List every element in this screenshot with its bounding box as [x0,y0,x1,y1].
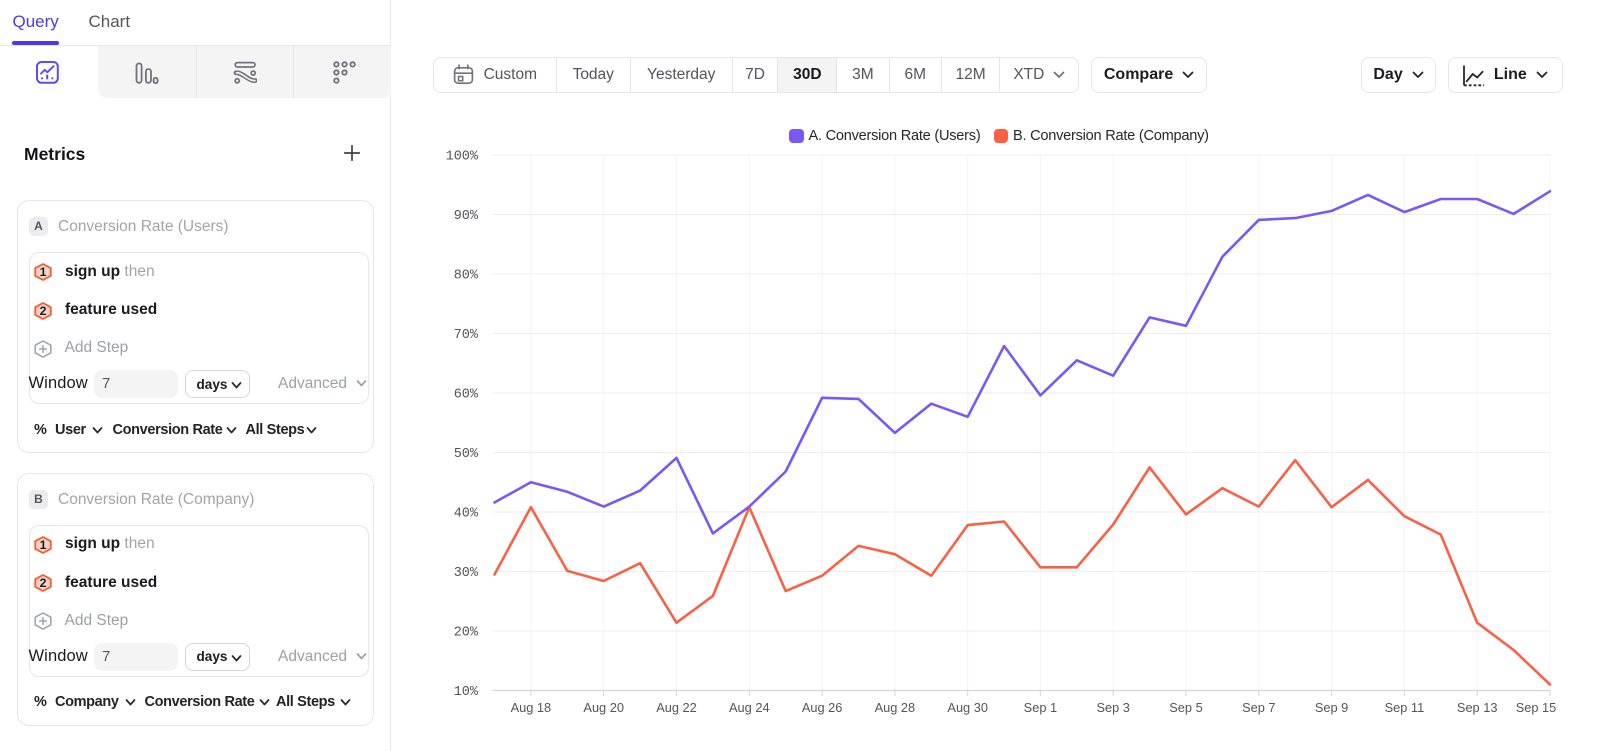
svg-text:Sep 3: Sep 3 [1096,700,1129,715]
svg-text:Aug 24: Aug 24 [729,700,770,715]
svg-text:Aug 20: Aug 20 [583,700,624,715]
svg-text:2: 2 [39,576,46,590]
svg-text:90%: 90% [454,209,479,224]
svg-text:Sep 11: Sep 11 [1385,700,1425,715]
svg-text:Sep 9: Sep 9 [1315,700,1348,715]
svg-text:Aug 28: Aug 28 [875,700,916,715]
svg-text:Sep 5: Sep 5 [1169,700,1202,715]
svg-text:Sep 15: Sep 15 [1516,700,1557,715]
svg-text:30%: 30% [454,566,479,581]
svg-text:70%: 70% [454,328,479,343]
svg-text:50%: 50% [454,447,479,462]
svg-text:100%: 100% [446,150,479,165]
svg-text:80%: 80% [454,269,479,284]
svg-text:Aug 18: Aug 18 [511,700,552,715]
svg-text:2: 2 [39,304,46,318]
svg-text:Aug 22: Aug 22 [656,700,697,715]
svg-text:20%: 20% [454,626,479,641]
svg-text:Sep 7: Sep 7 [1242,700,1275,715]
svg-text:Sep 13: Sep 13 [1457,700,1498,715]
svg-text:Sep 1: Sep 1 [1024,700,1057,715]
svg-text:40%: 40% [454,507,479,522]
svg-text:60%: 60% [454,388,479,403]
svg-text:Aug 26: Aug 26 [802,700,843,715]
svg-text:Aug 30: Aug 30 [947,700,988,715]
svg-text:1: 1 [39,538,46,552]
svg-text:10%: 10% [454,685,479,700]
svg-text:1: 1 [39,265,46,279]
